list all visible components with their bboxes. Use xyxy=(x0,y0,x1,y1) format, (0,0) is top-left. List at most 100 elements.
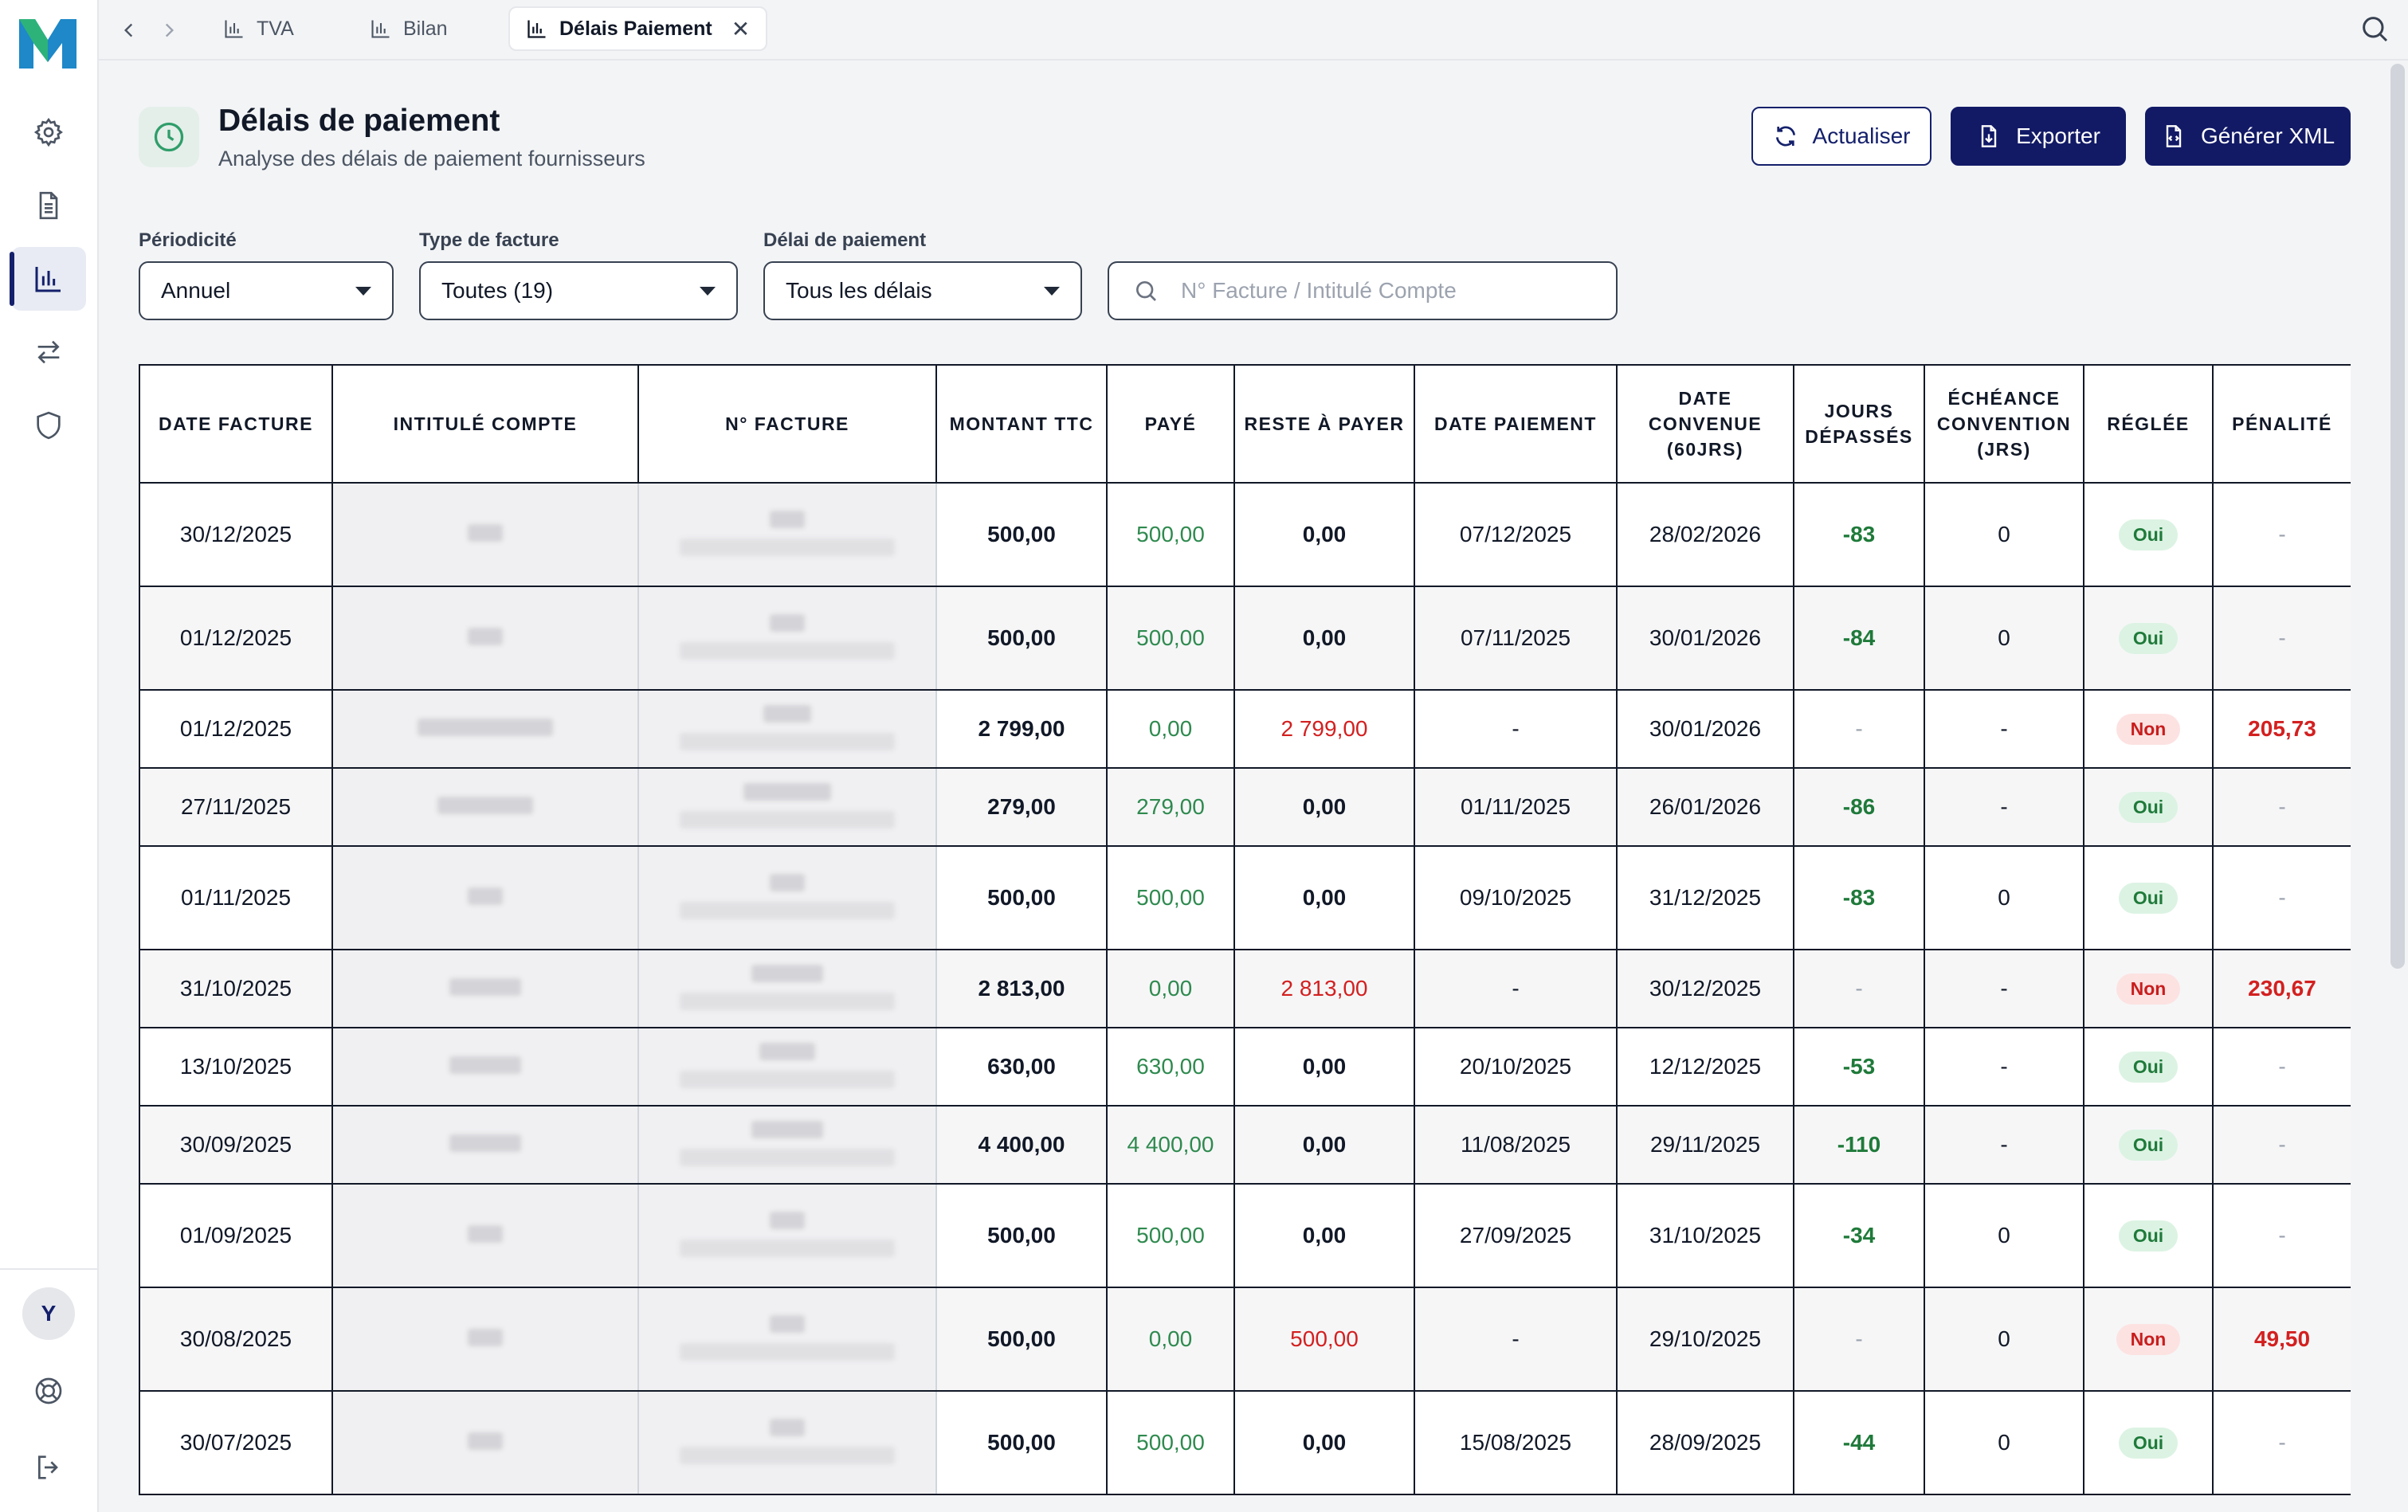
nav-documents[interactable] xyxy=(11,174,86,237)
cell-date-paiement: 20/10/2025 xyxy=(1414,1027,1618,1107)
table-header-row: Date facture Intitulé compte N° facture … xyxy=(139,364,2351,484)
status-badge: Oui xyxy=(2118,882,2179,914)
header-echeance-convention[interactable]: Échéance convention (jrs) xyxy=(1924,364,2084,484)
table-row[interactable]: 30/12/2025 500,00 500,00 0,00 07/12/2025 28/0… xyxy=(139,482,2351,587)
cell-reste-a-payer: 0,00 xyxy=(1233,1027,1415,1107)
table-row[interactable]: 27/11/2025 279,00 279,00 0,00 01/11/2025 26/0… xyxy=(139,767,2351,847)
file-export-icon xyxy=(1981,125,1997,147)
cell-date-convenue: 30/01/2026 xyxy=(1616,586,1794,691)
cell-intitule-compte xyxy=(331,1287,639,1392)
nav-security[interactable] xyxy=(11,394,86,457)
user-avatar[interactable]: Y xyxy=(22,1287,75,1340)
status-badge: Oui xyxy=(2118,1129,2179,1161)
cell-date-facture: 13/10/2025 xyxy=(139,1027,333,1107)
cell-jours-depasses: -44 xyxy=(1793,1390,1925,1495)
cell-paye: 500,00 xyxy=(1106,1390,1235,1495)
cell-reste-a-payer: 0,00 xyxy=(1233,482,1415,587)
cell-date-facture: 01/09/2025 xyxy=(139,1183,333,1288)
bar-chart-icon xyxy=(225,20,243,38)
table-row[interactable]: 31/10/2025 2 813,00 0,00 2 813,00-30/12/202… xyxy=(139,949,2351,1028)
cell-penalite: - xyxy=(2212,1390,2351,1495)
payment-delay-value: Tous les délais xyxy=(786,278,932,303)
cell-penalite: - xyxy=(2212,586,2351,691)
refresh-label: Actualiser xyxy=(1812,123,1911,148)
header-reste-a-payer[interactable]: Reste à payer xyxy=(1233,364,1415,484)
generate-xml-button[interactable]: Générer XML xyxy=(2145,107,2351,166)
table-row[interactable]: 01/11/2025 500,00 500,00 0,00 09/10/2025 31/1… xyxy=(139,845,2351,950)
header-penalite[interactable]: Pénalité xyxy=(2212,364,2351,484)
forward-icon[interactable] xyxy=(155,16,183,45)
header-intitule-compte[interactable]: Intitulé compte xyxy=(331,364,639,484)
tab-delais-paiement[interactable]: Délais Paiement ✕ xyxy=(508,6,768,51)
cell-reglee: Non xyxy=(2083,949,2214,1028)
export-button[interactable]: Exporter xyxy=(1951,107,2126,166)
cell-reglee: Oui xyxy=(2083,1390,2214,1495)
cell-date-facture: 01/11/2025 xyxy=(139,845,333,950)
cell-intitule-compte xyxy=(331,586,639,691)
tab-label: Bilan xyxy=(403,17,448,40)
cell-date-paiement: 15/08/2025 xyxy=(1414,1390,1618,1495)
cell-date-facture: 30/07/2025 xyxy=(139,1390,333,1495)
page-scrollbar[interactable] xyxy=(2390,64,2405,969)
cell-montant-ttc: 2 813,00 xyxy=(935,949,1108,1028)
close-icon[interactable]: ✕ xyxy=(731,16,751,41)
cell-penalite: - xyxy=(2212,845,2351,950)
table-row[interactable]: 13/10/2025 630,00 630,00 0,00 20/10/2025 12/1… xyxy=(139,1027,2351,1107)
header-montant-ttc[interactable]: Montant TTC xyxy=(935,364,1108,484)
export-label: Exporter xyxy=(2016,123,2100,148)
table-row[interactable]: 30/07/2025 500,00 500,00 0,00 15/08/2025 28/0… xyxy=(139,1390,2351,1495)
tab-tva[interactable]: TVA xyxy=(207,6,310,51)
cell-echeance-convention: - xyxy=(1924,689,2084,769)
cell-numero-facture xyxy=(637,1105,937,1185)
caret-down-icon xyxy=(700,287,716,296)
cell-paye: 0,00 xyxy=(1106,949,1235,1028)
invoice-search[interactable] xyxy=(1108,261,1618,320)
table-row[interactable]: 30/08/2025 500,00 0,00 500,00-29/10/2025-0 N… xyxy=(139,1287,2351,1392)
cell-jours-depasses: - xyxy=(1793,1287,1925,1392)
cell-reglee: Non xyxy=(2083,689,2214,769)
payment-delay-select[interactable]: Tous les délais xyxy=(763,261,1082,320)
cell-date-paiement: 09/10/2025 xyxy=(1414,845,1618,950)
sidebar-divider xyxy=(0,1268,97,1270)
header-date-convenue[interactable]: Date convenue (60jrs) xyxy=(1616,364,1794,484)
nav-settings[interactable] xyxy=(11,100,86,164)
search-input[interactable] xyxy=(1181,278,1595,304)
cell-reglee: Oui xyxy=(2083,845,2214,950)
table-row[interactable]: 01/09/2025 500,00 500,00 0,00 27/09/2025 31/1… xyxy=(139,1183,2351,1288)
header-date-paiement[interactable]: Date paiement xyxy=(1414,364,1618,484)
cell-jours-depasses: -83 xyxy=(1793,482,1925,587)
bar-chart-icon xyxy=(371,20,390,38)
cell-intitule-compte xyxy=(331,689,639,769)
header-reglee[interactable]: Réglée xyxy=(2083,364,2214,484)
app-logo[interactable] xyxy=(18,16,78,70)
table-row[interactable]: 30/09/2025 4 400,00 4 400,00 0,00 11/08/2025… xyxy=(139,1105,2351,1185)
header-jours-depasses[interactable]: Jours dépassés xyxy=(1793,364,1925,484)
header-paye[interactable]: Payé xyxy=(1106,364,1235,484)
cell-date-facture: 27/11/2025 xyxy=(139,767,333,847)
table-row[interactable]: 01/12/2025 2 799,00 0,00 2 799,00-30/01/202… xyxy=(139,689,2351,769)
cell-montant-ttc: 500,00 xyxy=(935,1183,1108,1288)
cell-echeance-convention: 0 xyxy=(1924,482,2084,587)
nav-logout[interactable] xyxy=(11,1436,86,1499)
tab-bilan[interactable]: Bilan xyxy=(354,6,464,51)
cell-numero-facture xyxy=(637,949,937,1028)
cell-date-facture: 31/10/2025 xyxy=(139,949,333,1028)
cell-intitule-compte xyxy=(331,949,639,1028)
invoice-type-select[interactable]: Toutes (19) xyxy=(419,261,738,320)
nav-transfers[interactable] xyxy=(11,320,86,384)
header-date-facture[interactable]: Date facture xyxy=(139,364,333,484)
nav-help[interactable] xyxy=(11,1359,86,1423)
nav-analytics[interactable] xyxy=(10,247,86,311)
cell-paye: 500,00 xyxy=(1106,482,1235,587)
periodicity-select[interactable]: Annuel xyxy=(139,261,394,320)
status-badge: Non xyxy=(2116,1323,2181,1355)
search-icon[interactable] xyxy=(2359,13,2390,45)
cell-jours-depasses: -110 xyxy=(1793,1105,1925,1185)
table-row[interactable]: 01/12/2025 500,00 500,00 0,00 07/11/2025 30/0… xyxy=(139,586,2351,691)
cell-montant-ttc: 500,00 xyxy=(935,845,1108,950)
header-numero-facture[interactable]: N° facture xyxy=(637,364,937,484)
refresh-button[interactable]: Actualiser xyxy=(1751,107,1931,166)
back-icon[interactable] xyxy=(115,16,143,45)
document-icon xyxy=(39,191,58,220)
table-body: 30/12/2025 500,00 500,00 0,00 07/12/2025 28/0… xyxy=(139,482,2351,1495)
